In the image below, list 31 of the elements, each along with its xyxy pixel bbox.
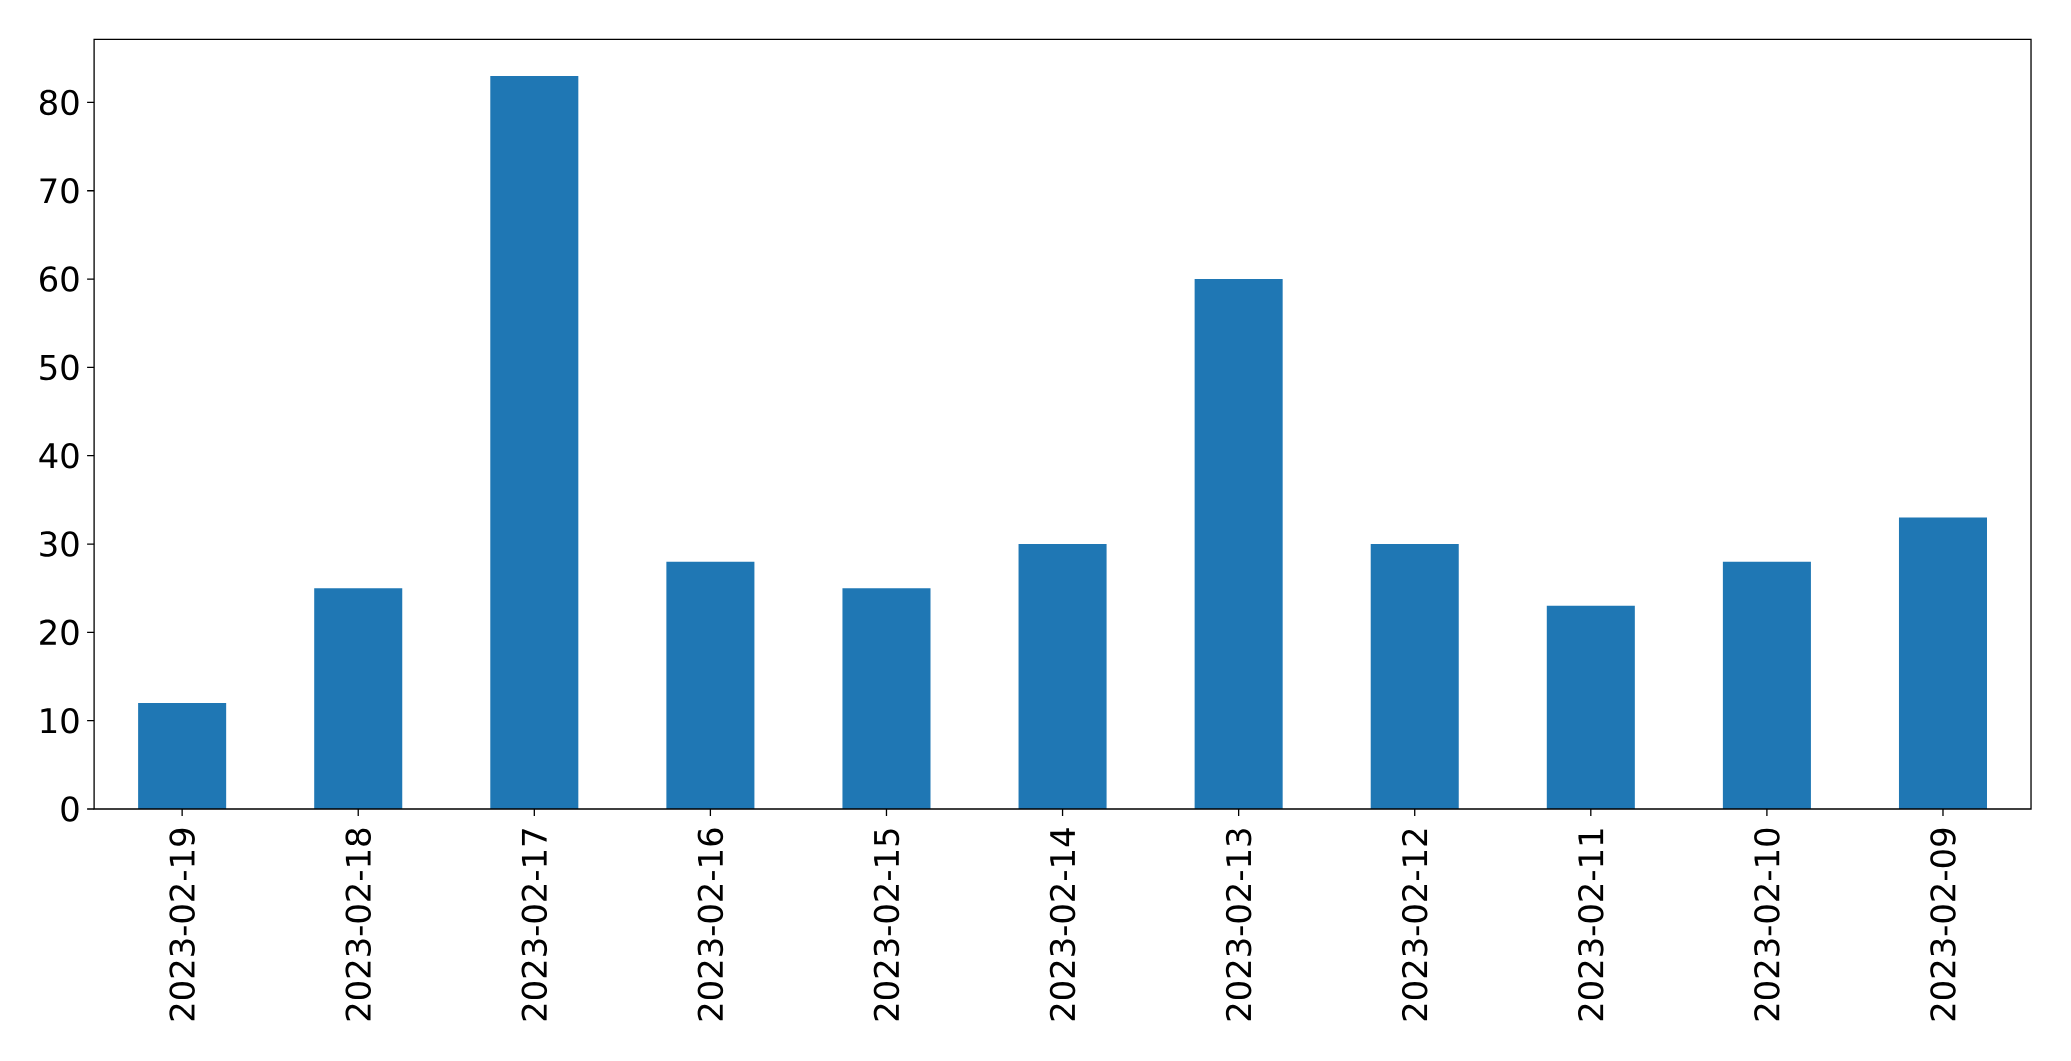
x-tick-label: 2023-02-11 — [1578, 829, 1604, 1021]
bar — [842, 588, 931, 809]
bar — [314, 588, 403, 809]
bar — [138, 703, 227, 809]
y-tick-label: 70 — [40, 177, 79, 204]
y-tick-label: 10 — [41, 707, 79, 734]
bar — [666, 561, 755, 809]
bar — [1546, 605, 1635, 809]
x-tick-label: 2023-02-12 — [1401, 829, 1428, 1021]
x-tick-label: 2023-02-14 — [1049, 828, 1076, 1021]
y-tick-label: 30 — [40, 531, 79, 557]
bar — [1722, 561, 1811, 809]
y-tick-label: 50 — [40, 354, 79, 381]
bar — [490, 75, 579, 809]
x-tick-label: 2023-02-13 — [1225, 829, 1252, 1021]
bar — [1898, 517, 1987, 809]
x-tick-label: 2023-02-15 — [873, 829, 900, 1021]
y-tick-label: 0 — [61, 796, 79, 822]
x-tick-label: 2023-02-19 — [169, 828, 195, 1021]
y-tick-label: 80 — [39, 89, 79, 116]
x-tick-label: 2023-02-09 — [1930, 828, 1956, 1021]
x-tick-label: 2023-02-18 — [345, 828, 371, 1021]
y-tick-label: 60 — [40, 266, 79, 292]
x-tick-label: 2023-02-10 — [1754, 828, 1780, 1021]
y-tick-label: 20 — [40, 619, 79, 646]
bar — [1194, 279, 1283, 809]
bar — [1370, 544, 1459, 809]
y-tick-label: 40 — [39, 442, 79, 469]
x-tick-label: 2023-02-17 — [521, 829, 548, 1021]
x-tick-label: 2023-02-16 — [697, 828, 724, 1021]
bar — [1018, 544, 1107, 809]
